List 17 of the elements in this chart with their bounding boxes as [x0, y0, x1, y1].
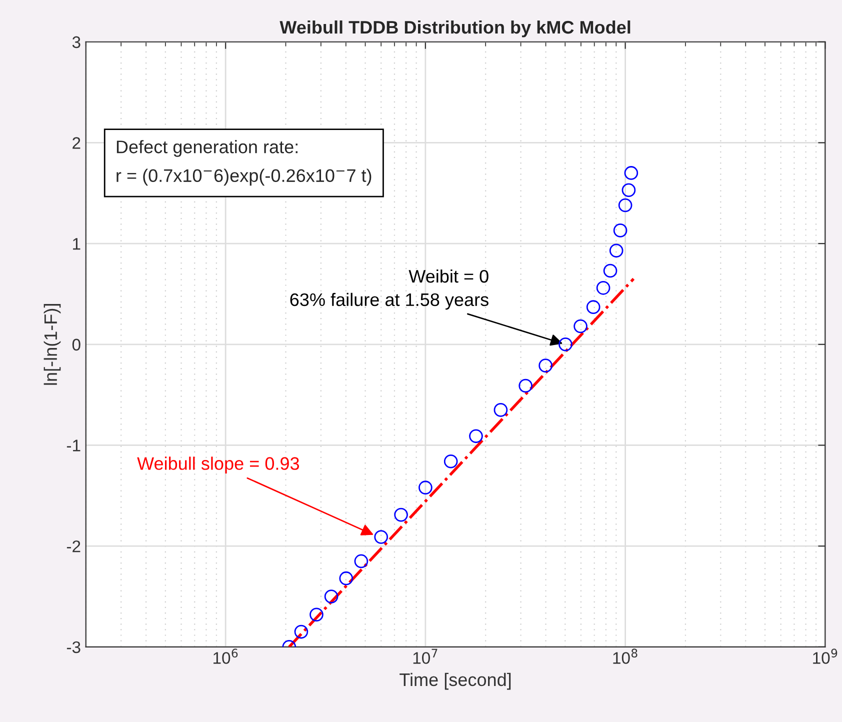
- chart-title: Weibull TDDB Distribution by kMC Model: [280, 20, 630, 38]
- x-axis-title: Time [second]: [400, 672, 511, 690]
- x-tick-label: 10$^{9}$: [813, 648, 838, 664]
- y-axis-title: ln[-ln(1-F)]: [44, 304, 61, 385]
- y-tick-label: 2: [72, 137, 80, 149]
- x-tick-label: 10$^{8}$: [613, 648, 638, 664]
- annotation: Defect generation rate: r = (0.7x10$^{−}$6)exp(-0.26x10$^{−}$7 t): [116, 140, 372, 186]
- y-tick-label: 1: [73, 238, 80, 250]
- y-tick-label: 0: [72, 338, 80, 351]
- annotation: Weibit = 0 63% failure at 1.58 years: [290, 269, 488, 310]
- y-tick-label: -2: [66, 540, 80, 552]
- x-tick-label: 10$^{6}$: [214, 648, 238, 664]
- y-tick-label: -1: [66, 440, 80, 452]
- annotation: Weibull slope = 0.93: [137, 456, 300, 474]
- y-tick-label: -3: [66, 641, 80, 654]
- x-tick-label: 10$^{7}$: [413, 648, 438, 664]
- y-tick-label: 3: [72, 36, 80, 48]
